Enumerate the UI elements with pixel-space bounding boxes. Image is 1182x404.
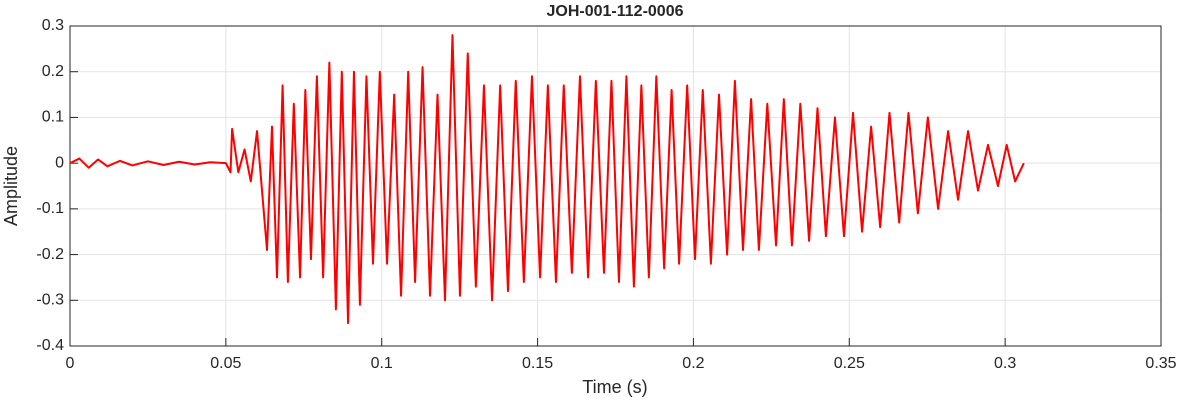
y-tick-label: -0.4 bbox=[36, 337, 64, 354]
y-axis-label: Amplitude bbox=[1, 146, 21, 226]
y-tick-label: -0.1 bbox=[36, 200, 64, 217]
y-tick-label: 0 bbox=[55, 154, 64, 171]
y-tick-label: -0.2 bbox=[36, 246, 64, 263]
x-tick-label: 0.25 bbox=[834, 355, 865, 372]
x-tick-label: 0.15 bbox=[522, 355, 553, 372]
x-tick-label: 0.35 bbox=[1145, 355, 1176, 372]
y-tick-label: 0.3 bbox=[42, 17, 64, 34]
x-tick-label: 0.2 bbox=[682, 355, 704, 372]
x-tick-label: 0.3 bbox=[994, 355, 1016, 372]
x-tick-label: 0.1 bbox=[371, 355, 393, 372]
y-tick-label: 0.2 bbox=[42, 63, 64, 80]
y-tick-label: -0.3 bbox=[36, 292, 64, 309]
y-tick-label: 0.1 bbox=[42, 109, 64, 126]
waveform-line bbox=[69, 34, 1025, 325]
x-tick-label: 0.05 bbox=[210, 355, 241, 372]
x-axis-label: Time (s) bbox=[582, 377, 647, 397]
axes-box bbox=[69, 25, 1162, 347]
x-tick-label: 0 bbox=[66, 355, 75, 372]
chart-title: JOH-001-112-0006 bbox=[547, 3, 684, 20]
